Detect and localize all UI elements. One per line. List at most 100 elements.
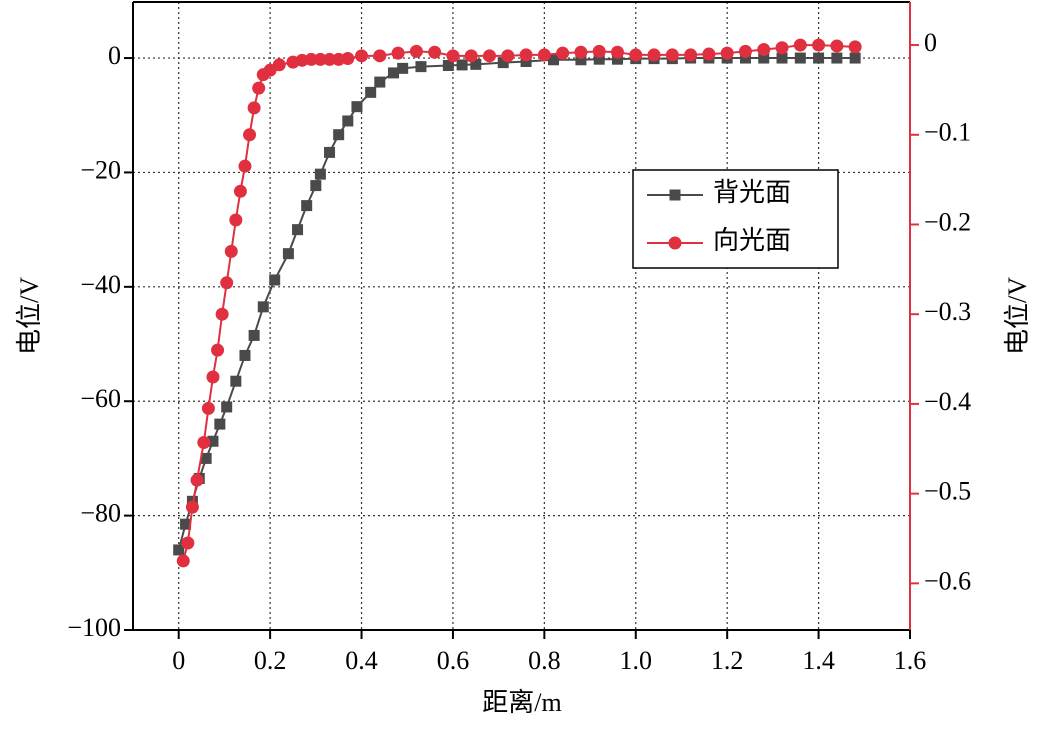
point (233, 184, 247, 198)
point (575, 54, 587, 66)
y-tick-label: 0 (108, 41, 121, 70)
point (647, 48, 661, 62)
point (221, 401, 233, 413)
point (537, 48, 551, 62)
x-tick-label: 0.6 (437, 646, 470, 675)
point (470, 58, 482, 70)
point (247, 101, 261, 115)
y2-axis-title: 电位/V (1003, 277, 1032, 355)
series (176, 38, 862, 568)
legend-marker (668, 236, 682, 250)
point (738, 44, 752, 58)
point (848, 40, 862, 54)
point (206, 370, 220, 384)
point (849, 52, 861, 64)
point (776, 52, 788, 64)
y-tick-label: −80 (80, 499, 121, 528)
point (215, 307, 229, 321)
point (200, 452, 212, 464)
x-tick-label: 0.2 (254, 646, 287, 675)
point (739, 52, 751, 64)
point (197, 435, 211, 449)
point (775, 41, 789, 55)
point (292, 224, 304, 236)
point (684, 48, 698, 62)
point (173, 544, 185, 556)
point (456, 59, 468, 71)
point (442, 59, 454, 71)
legend-label: 背光面 (713, 178, 791, 207)
point (224, 244, 238, 258)
point (220, 276, 234, 290)
point (574, 45, 588, 59)
y2-tick-label: −0.3 (924, 297, 971, 326)
point (272, 58, 286, 72)
point (415, 61, 427, 73)
point (341, 52, 355, 66)
x-tick-label: 0.4 (345, 646, 378, 675)
point (269, 274, 281, 286)
point (556, 46, 570, 60)
point (229, 213, 243, 227)
point (593, 53, 605, 65)
point (176, 554, 190, 568)
point (812, 38, 826, 52)
point (185, 500, 199, 514)
point (310, 180, 322, 192)
point (428, 45, 442, 59)
point (374, 76, 386, 88)
point (592, 44, 606, 58)
point (391, 46, 405, 60)
point (464, 49, 478, 63)
point (831, 52, 843, 64)
y2-tick-label: −0.1 (924, 118, 971, 147)
point (519, 48, 533, 62)
point (793, 38, 807, 52)
series (173, 52, 861, 556)
point (501, 49, 515, 63)
point (665, 48, 679, 62)
series-line (177, 57, 856, 551)
point (314, 168, 326, 180)
y-tick-label: −100 (67, 613, 121, 642)
point (304, 52, 318, 66)
point (758, 52, 770, 64)
series-line (182, 44, 856, 562)
point (323, 52, 337, 66)
point (180, 518, 192, 530)
point (313, 52, 327, 66)
point (214, 418, 226, 430)
point (629, 48, 643, 62)
x-tick-label: 0 (172, 646, 185, 675)
point (365, 86, 377, 98)
point (388, 67, 400, 79)
point (610, 45, 624, 59)
point (257, 301, 269, 313)
point (720, 46, 734, 60)
y-tick-label: −20 (80, 155, 121, 184)
point (201, 401, 215, 415)
y2-tick-label: −0.4 (924, 387, 971, 416)
point (446, 49, 460, 63)
y2-tick-label: 0 (924, 28, 937, 57)
point (181, 536, 195, 550)
x-axis-title: 距离/m (482, 688, 561, 717)
y2-tick-label: −0.5 (924, 477, 971, 506)
point (211, 343, 225, 357)
point (520, 55, 532, 67)
y-axis-title: 电位/V (15, 277, 44, 355)
x-tick-label: 1.2 (711, 646, 744, 675)
x-tick-label: 1.6 (894, 646, 927, 675)
point (243, 128, 257, 142)
point (351, 101, 363, 113)
y2-tick-label: −0.2 (924, 207, 971, 236)
point (373, 49, 387, 63)
point (397, 62, 409, 74)
legend-marker (669, 189, 681, 201)
point (830, 39, 844, 53)
y-tick-label: −60 (80, 384, 121, 413)
point (757, 43, 771, 57)
x-tick-label: 0.8 (528, 646, 561, 675)
